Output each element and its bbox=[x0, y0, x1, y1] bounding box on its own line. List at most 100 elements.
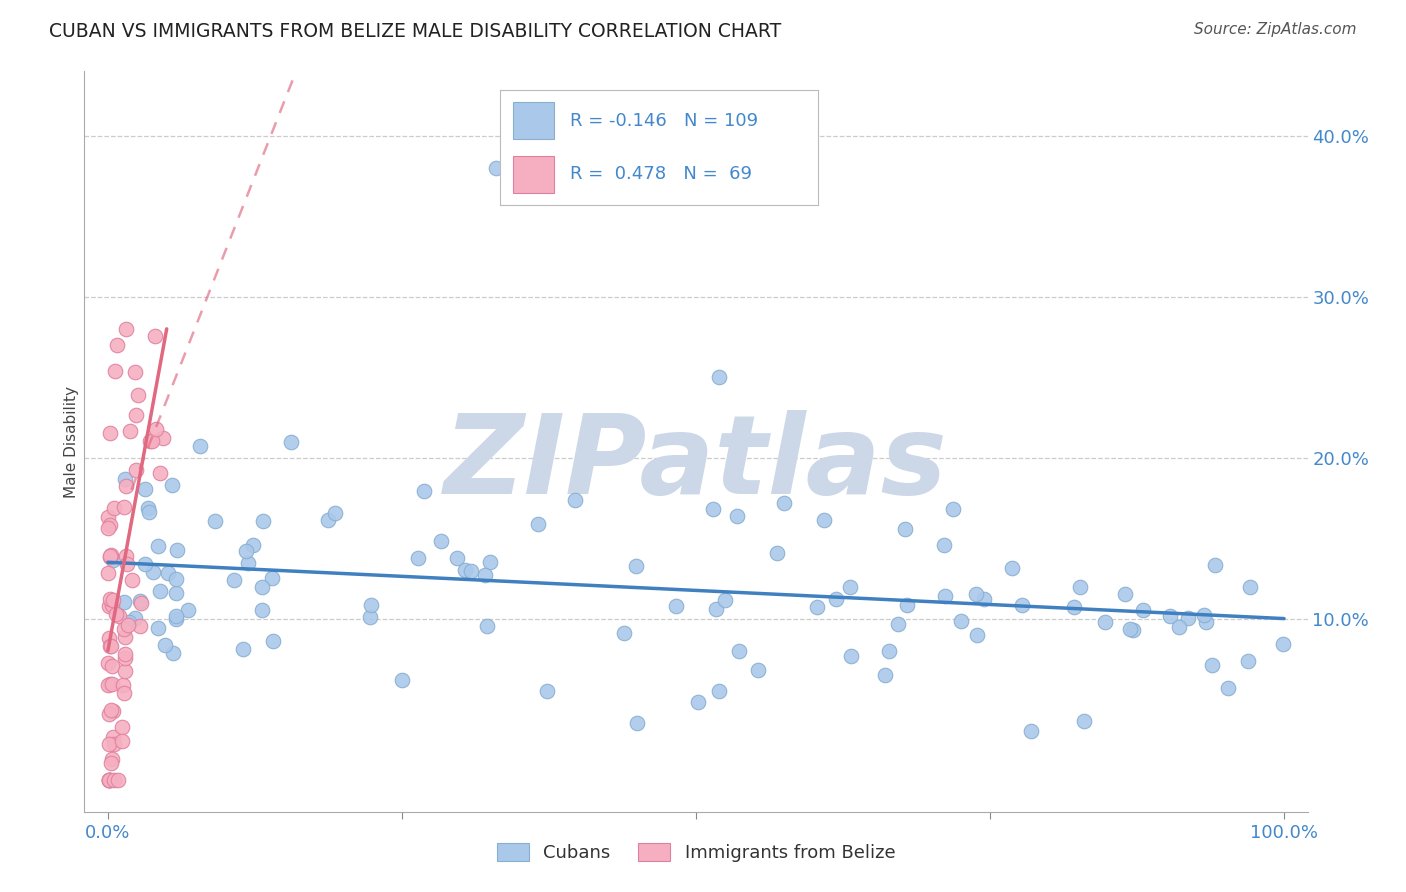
Point bbox=[111, 721, 134, 735]
Point bbox=[250, 603, 273, 617]
Point bbox=[260, 571, 283, 585]
Point bbox=[155, 638, 177, 652]
Point bbox=[124, 463, 146, 477]
Point bbox=[1239, 580, 1261, 594]
Point bbox=[146, 539, 169, 553]
Point bbox=[98, 549, 121, 564]
Point bbox=[114, 549, 136, 563]
Point bbox=[138, 505, 160, 519]
Point bbox=[149, 583, 172, 598]
Point bbox=[114, 648, 136, 662]
Point bbox=[112, 622, 135, 636]
Point bbox=[97, 521, 120, 535]
Point bbox=[1194, 615, 1216, 629]
Point bbox=[98, 639, 121, 653]
Point bbox=[97, 566, 120, 580]
Point bbox=[111, 678, 134, 692]
Point bbox=[103, 772, 125, 787]
Point bbox=[114, 630, 136, 644]
Point bbox=[152, 432, 174, 446]
Point bbox=[114, 650, 136, 665]
Point bbox=[98, 517, 121, 532]
Point bbox=[112, 500, 135, 515]
Point bbox=[136, 500, 159, 515]
Point bbox=[896, 598, 918, 612]
Point bbox=[166, 542, 188, 557]
Point bbox=[145, 422, 167, 436]
Point bbox=[165, 608, 187, 623]
Point bbox=[391, 673, 413, 688]
Point bbox=[121, 573, 143, 587]
Point bbox=[177, 603, 200, 617]
Point bbox=[98, 706, 121, 721]
Point bbox=[98, 772, 121, 787]
Point bbox=[934, 589, 956, 603]
Point bbox=[141, 434, 163, 448]
Point bbox=[485, 161, 508, 175]
Point bbox=[965, 587, 987, 601]
Point bbox=[813, 513, 835, 527]
Point bbox=[1159, 609, 1181, 624]
Point bbox=[97, 772, 120, 787]
Legend: Cubans, Immigrants from Belize: Cubans, Immigrants from Belize bbox=[489, 836, 903, 870]
Point bbox=[125, 408, 148, 422]
Point bbox=[942, 501, 965, 516]
Point bbox=[839, 649, 862, 664]
Point bbox=[1218, 681, 1240, 695]
Point bbox=[613, 625, 636, 640]
Point bbox=[1094, 615, 1116, 629]
Point bbox=[100, 548, 122, 562]
Point bbox=[118, 615, 141, 630]
Point bbox=[97, 772, 120, 787]
Point bbox=[316, 513, 339, 527]
Point bbox=[98, 737, 121, 751]
Point bbox=[709, 370, 731, 384]
Point bbox=[129, 594, 152, 608]
Text: CUBAN VS IMMIGRANTS FROM BELIZE MALE DISABILITY CORRELATION CHART: CUBAN VS IMMIGRANTS FROM BELIZE MALE DIS… bbox=[49, 22, 782, 41]
Point bbox=[1000, 560, 1022, 574]
Point bbox=[115, 557, 138, 571]
Point bbox=[165, 586, 187, 600]
Point bbox=[747, 663, 769, 677]
Point bbox=[1168, 620, 1191, 634]
Point bbox=[1177, 611, 1199, 625]
Point bbox=[98, 772, 121, 787]
Point bbox=[250, 580, 273, 594]
Text: ZIPatlas: ZIPatlas bbox=[444, 410, 948, 517]
Point bbox=[145, 329, 167, 343]
Point bbox=[124, 365, 146, 379]
Point bbox=[875, 668, 897, 682]
Point bbox=[97, 510, 120, 524]
Point bbox=[1063, 599, 1085, 614]
Point bbox=[127, 388, 149, 402]
Point bbox=[100, 756, 122, 771]
Point bbox=[1122, 624, 1144, 638]
Point bbox=[98, 549, 121, 563]
Point bbox=[100, 658, 122, 673]
Point bbox=[1271, 637, 1294, 651]
Point bbox=[702, 502, 724, 516]
Point bbox=[1132, 603, 1154, 617]
Point bbox=[101, 731, 124, 745]
Point bbox=[966, 628, 988, 642]
Point bbox=[114, 472, 136, 486]
Point bbox=[727, 643, 749, 657]
Point bbox=[104, 364, 127, 378]
Point bbox=[112, 686, 135, 700]
Point bbox=[111, 733, 134, 747]
Point bbox=[262, 633, 284, 648]
Point bbox=[360, 599, 382, 613]
Point bbox=[626, 716, 648, 731]
Point bbox=[1118, 623, 1140, 637]
Point bbox=[98, 425, 121, 440]
Point bbox=[114, 479, 136, 493]
Point bbox=[688, 695, 710, 709]
Point bbox=[1204, 558, 1226, 573]
Point bbox=[188, 439, 211, 453]
Point bbox=[429, 533, 451, 548]
Point bbox=[477, 618, 499, 632]
Point bbox=[446, 550, 468, 565]
Point bbox=[108, 609, 131, 624]
Point bbox=[932, 537, 955, 551]
Point bbox=[162, 646, 184, 660]
